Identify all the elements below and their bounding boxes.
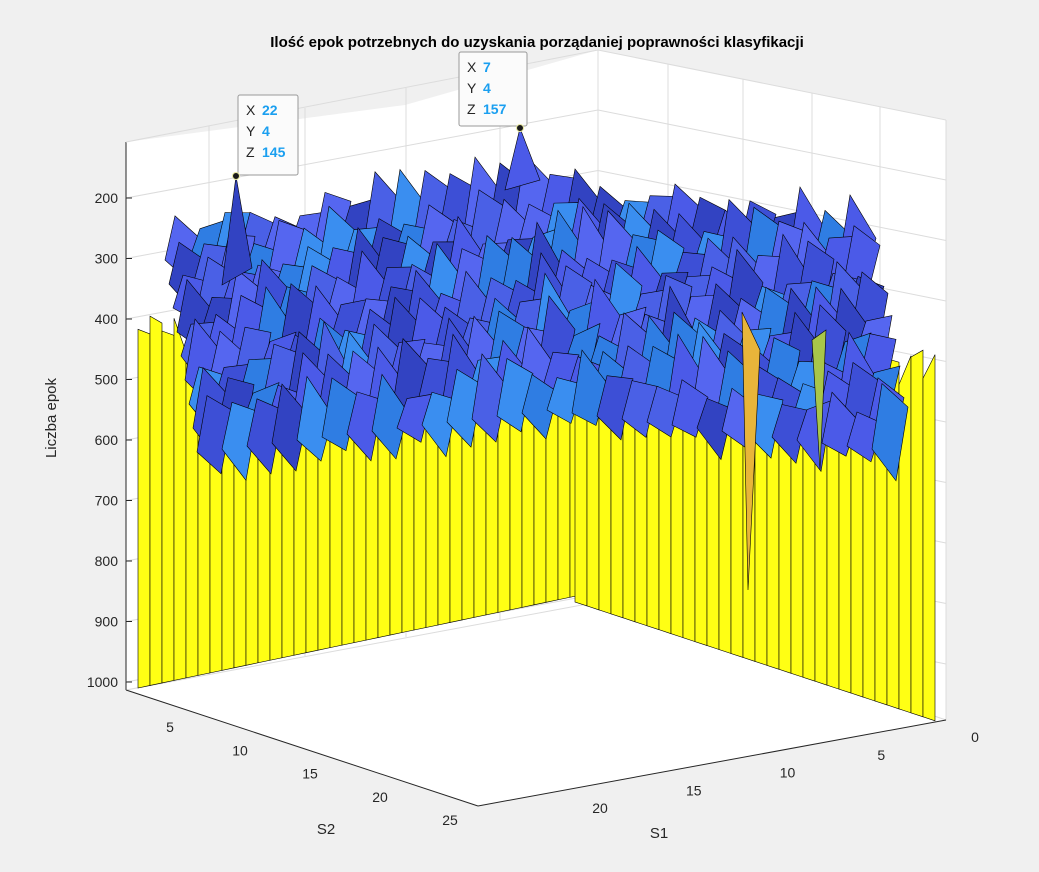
data-tip-key: Z [467,101,476,117]
data-tip-value: 4 [483,80,491,96]
z-grid-line [597,170,947,241]
z-tick-label: 800 [95,553,119,569]
data-tip-box [237,94,299,176]
x-tick-label: 0 [971,729,979,745]
y-tick-label: 20 [372,789,388,805]
chart-title: Ilość epok potrzebnych do uzyskania porz… [270,34,804,51]
z-tick-label: 500 [95,372,119,388]
z-tick-label: 900 [95,614,119,630]
surface-facet [346,391,384,462]
surface-facet [196,395,234,475]
data-tip-box [458,51,528,127]
y-tick-label: 10 [232,742,248,758]
surface-facet [796,399,834,473]
z-tick-label: 1000 [87,674,118,690]
surface-facet [696,398,734,461]
surface-wall-strip [910,349,924,718]
surface-facet [271,383,309,472]
surface-facet [871,382,909,482]
data-tip-key: Z [246,144,255,160]
x-axis-label: S1 [650,825,668,842]
surface-facet [471,353,509,443]
z-grid-line [597,109,947,181]
surface-facet [246,398,284,475]
data-tip[interactable]: X 22 Y 4Z 145 [232,94,299,180]
surface-facet [396,393,434,443]
surface-facet [296,375,334,462]
data-tip-value: 145 [262,144,286,160]
surface-wall-strip [922,354,936,722]
surface-peak [221,175,253,286]
surface-facet [521,374,559,440]
data-tip-value: 157 [483,101,507,117]
surface-facet [771,404,809,464]
z-tick-label: 300 [95,251,119,267]
z-tick-label: 700 [95,493,119,509]
data-tip-marker[interactable] [232,172,240,180]
x-tick-label: 15 [686,782,702,798]
surface-facet [446,368,484,448]
surface-facet [371,373,409,460]
surface-wall-strip [149,315,163,686]
surface-wall-strip [161,330,175,684]
z-tick-label: 200 [95,190,119,206]
y-tick-label: 25 [442,812,458,828]
surface [137,126,936,722]
y-tick-label: 5 [166,719,174,735]
y-axis-label: S2 [317,821,335,838]
data-tip[interactable]: X 7Y 4Z 157 [458,51,528,132]
z-tick-label: 600 [95,432,119,448]
x-tick-label: 5 [877,747,885,763]
surface-facet [421,391,459,458]
z-axis-ticks: 200 300 400 500 600 700 800 900 1000 [87,190,132,690]
data-tip-key: Y [246,123,256,139]
surface-accent [811,329,827,471]
surface-wall-strip [173,318,187,681]
z-axis-label: Liczba epok [43,377,60,458]
data-tip-value: 4 [262,123,270,139]
x-axis-ticks: 0 5 10 15 20 [592,729,979,816]
data-tip-key: X [467,59,477,75]
data-tip-marker[interactable] [516,124,524,132]
data-tip-key: X [246,102,256,118]
surface-facet [596,375,634,441]
x-tick-label: 20 [592,800,608,816]
surface-peak [504,126,541,191]
surface-facet [571,349,609,426]
data-tip-key: Y [467,80,477,96]
z-tick-label: 400 [95,311,119,327]
axes-lines [125,689,947,807]
y-tick-label: 15 [302,766,318,782]
y-axis-ticks: 5 10 15 20 25 [166,719,458,828]
surface-facet [221,401,259,482]
surface-accent [741,311,761,591]
data-tip-value: 7 [483,59,491,75]
x-tick-label: 10 [780,765,796,781]
surface-wall-strip [137,328,151,689]
data-tip-value: 22 [262,102,278,118]
